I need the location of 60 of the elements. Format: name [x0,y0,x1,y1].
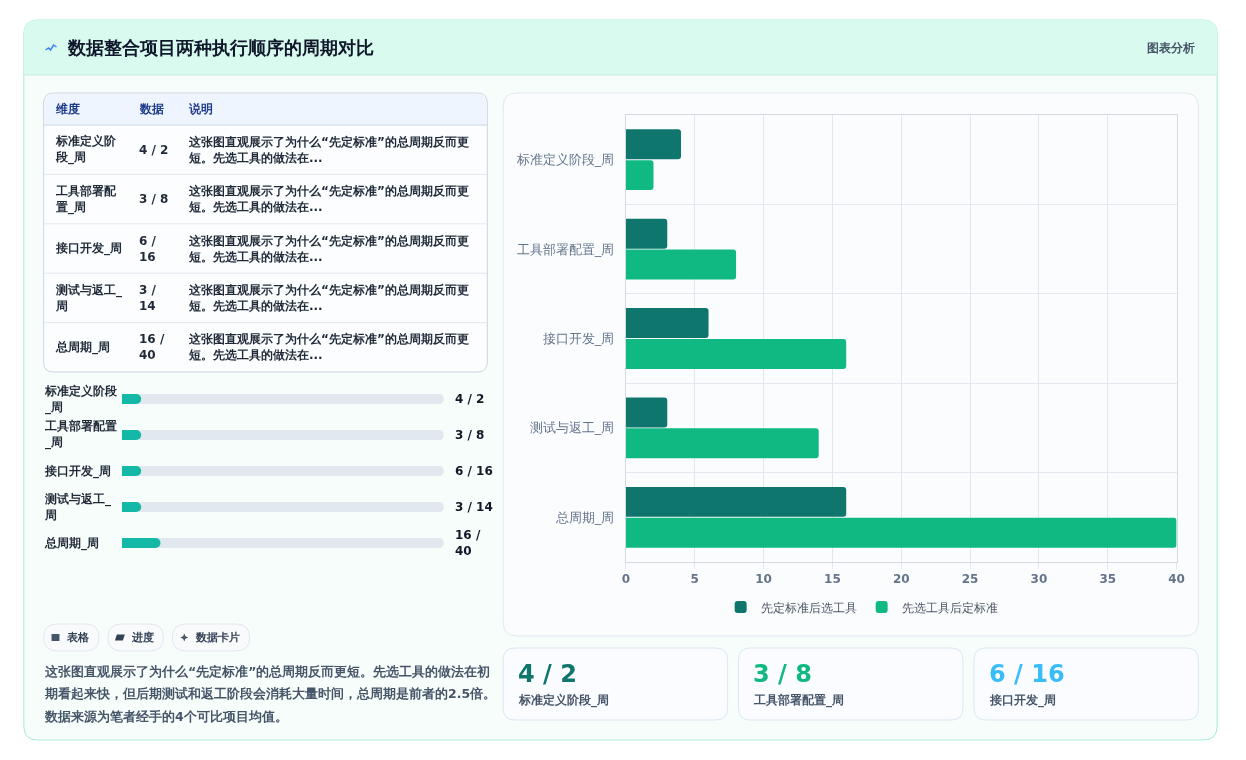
text: 进度 [131,631,154,644]
bar [625,129,682,160]
category-label: 工具部署配置_周 [753,693,844,708]
text: 3 / 8 [139,192,169,206]
text: 3 / 8 [455,428,485,442]
y-tick-label: 总周期_周 [44,536,99,551]
text: 4 / 2 [139,143,169,157]
text: 数据卡片 [195,631,240,644]
text: 16 / 40 [455,528,481,558]
text: 表格 [66,631,90,644]
text: 4 / 2 [518,660,577,688]
x-tick-label: 0 [621,572,631,587]
x-tick-label: 10 [755,572,772,587]
bar [625,486,847,517]
text: 数据整合项目两种执行顺序的周期对比 [67,37,374,58]
text: 这张图直观展示了为什么“先定标准”的总周期反而更短。先选工具的做法在初期看起来快，但后期测试和返工阶段会消耗大量时间，总周期是前者的2.5倍。数据来源为笔者经手的4个可比项目均值。 [44,664,497,724]
y-tick-label: 标准定义阶段_周 [515,152,615,168]
legend-label: 先选工具后定标准 [901,600,998,615]
text: 3 / 14 [139,283,157,313]
bar [625,397,668,428]
text: 这张图直观展示了为什么“先定标准”的总周期反而更短。先选工具的做法在... [188,234,469,264]
x-tick-label: 35 [1099,572,1117,587]
bar [625,428,819,459]
x-tick-label: 25 [961,572,979,587]
bar [625,160,654,191]
bar [625,338,847,369]
category-label: 数据 [139,102,164,116]
text: 4 / 2 [455,392,485,406]
text: 16 / 40 [139,332,165,362]
y-tick-label: 总周期_周 [554,509,615,525]
x-tick-label: 5 [690,572,699,587]
text: 3 / 14 [455,500,493,514]
y-tick-label: 工具部署配置_周 [44,419,117,450]
text: 这张图直观展示了为什么“先定标准”的总周期反而更短。先选工具的做法在... [188,135,469,165]
text: 这张图直观展示了为什么“先定标准”的总周期反而更短。先选工具的做法在... [188,332,469,362]
text: 3 / 8 [753,660,812,688]
x-tick-label: 15 [824,572,841,587]
bar [625,218,668,249]
legend-label: 先定标准后选工具 [760,600,857,615]
x-tick-label: 20 [892,572,910,587]
bar [625,249,737,280]
x-tick-label: 30 [1030,572,1048,587]
text: 这张图直观展示了为什么“先定标准”的总周期反而更短。先选工具的做法在... [188,283,469,313]
text: 这张图直观展示了为什么“先定标准”的总周期反而更短。先选工具的做法在... [188,184,469,214]
text: 图表分析 [1147,41,1195,55]
category-label: 说明 [188,102,213,116]
y-tick-label: 接口开发_周 [542,331,615,347]
text: 6 / 16 [139,234,157,264]
y-tick-label: 测试与返工_周 [44,492,111,522]
y-tick-label: 测试与返工_周 [529,420,615,436]
text: 6 / 16 [989,660,1065,688]
y-tick-label: 接口开发_周 [44,464,111,479]
category-label: 维度 [55,102,80,116]
bar [625,308,709,339]
y-tick-label: 标准定义阶段_周 [44,384,118,415]
category-label: 接口开发_周 [989,693,1056,708]
x-tick-label: 40 [1168,572,1185,587]
text: 6 / 16 [455,464,493,478]
bar [625,517,1177,548]
y-tick-label: 工具部署配置_周 [516,241,615,257]
